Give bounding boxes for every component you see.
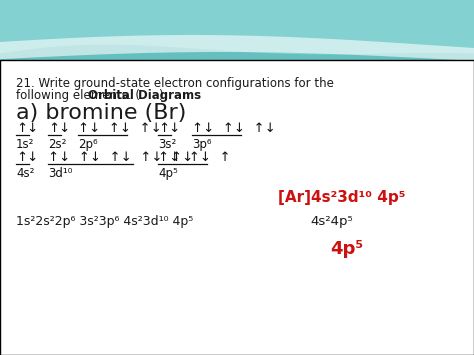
- Text: 4p⁵: 4p⁵: [330, 240, 363, 258]
- Text: ↑↓: ↑↓: [16, 122, 38, 135]
- Text: ↑↓: ↑↓: [16, 151, 38, 164]
- Text: a) bromine (Br): a) bromine (Br): [16, 103, 186, 123]
- Text: 1s²: 1s²: [16, 138, 35, 151]
- Polygon shape: [0, 35, 474, 61]
- Text: 4s²4p⁵: 4s²4p⁵: [310, 215, 353, 228]
- Text: 3d¹⁰: 3d¹⁰: [48, 167, 73, 180]
- Text: [Ar]4s²3d¹⁰ 4p⁵: [Ar]4s²3d¹⁰ 4p⁵: [278, 190, 405, 205]
- Text: Orbital Diagrams: Orbital Diagrams: [88, 89, 201, 102]
- Text: ): ): [158, 89, 163, 102]
- Text: 21. Write ground-state electron configurations for the: 21. Write ground-state electron configur…: [16, 77, 334, 90]
- Text: 1s²2s²2p⁶ 3s²3p⁶ 4s²3d¹⁰ 4p⁵: 1s²2s²2p⁶ 3s²3p⁶ 4s²3d¹⁰ 4p⁵: [16, 215, 193, 228]
- Text: 2p⁶: 2p⁶: [78, 138, 98, 151]
- Text: 4p⁵: 4p⁵: [158, 167, 178, 180]
- Text: following elements. (: following elements. (: [16, 89, 140, 102]
- Text: ↑↓  ↑↓  ↑↓  ↑↓  ↑↓: ↑↓ ↑↓ ↑↓ ↑↓ ↑↓: [48, 151, 193, 164]
- Text: 2s²: 2s²: [48, 138, 66, 151]
- Text: ↑↓  ↑↓  ↑↓: ↑↓ ↑↓ ↑↓: [78, 122, 162, 135]
- Text: 3s²: 3s²: [158, 138, 176, 151]
- Text: ↑↓: ↑↓: [158, 122, 180, 135]
- Text: ↑↓: ↑↓: [48, 122, 70, 135]
- FancyBboxPatch shape: [0, 60, 474, 355]
- Polygon shape: [0, 0, 474, 85]
- Text: ↑↓  ↑↓  ↑: ↑↓ ↑↓ ↑: [158, 151, 231, 164]
- Text: 3p⁶: 3p⁶: [192, 138, 211, 151]
- Text: ↑↓  ↑↓  ↑↓: ↑↓ ↑↓ ↑↓: [192, 122, 276, 135]
- Text: 4s²: 4s²: [16, 167, 35, 180]
- Polygon shape: [0, 0, 474, 70]
